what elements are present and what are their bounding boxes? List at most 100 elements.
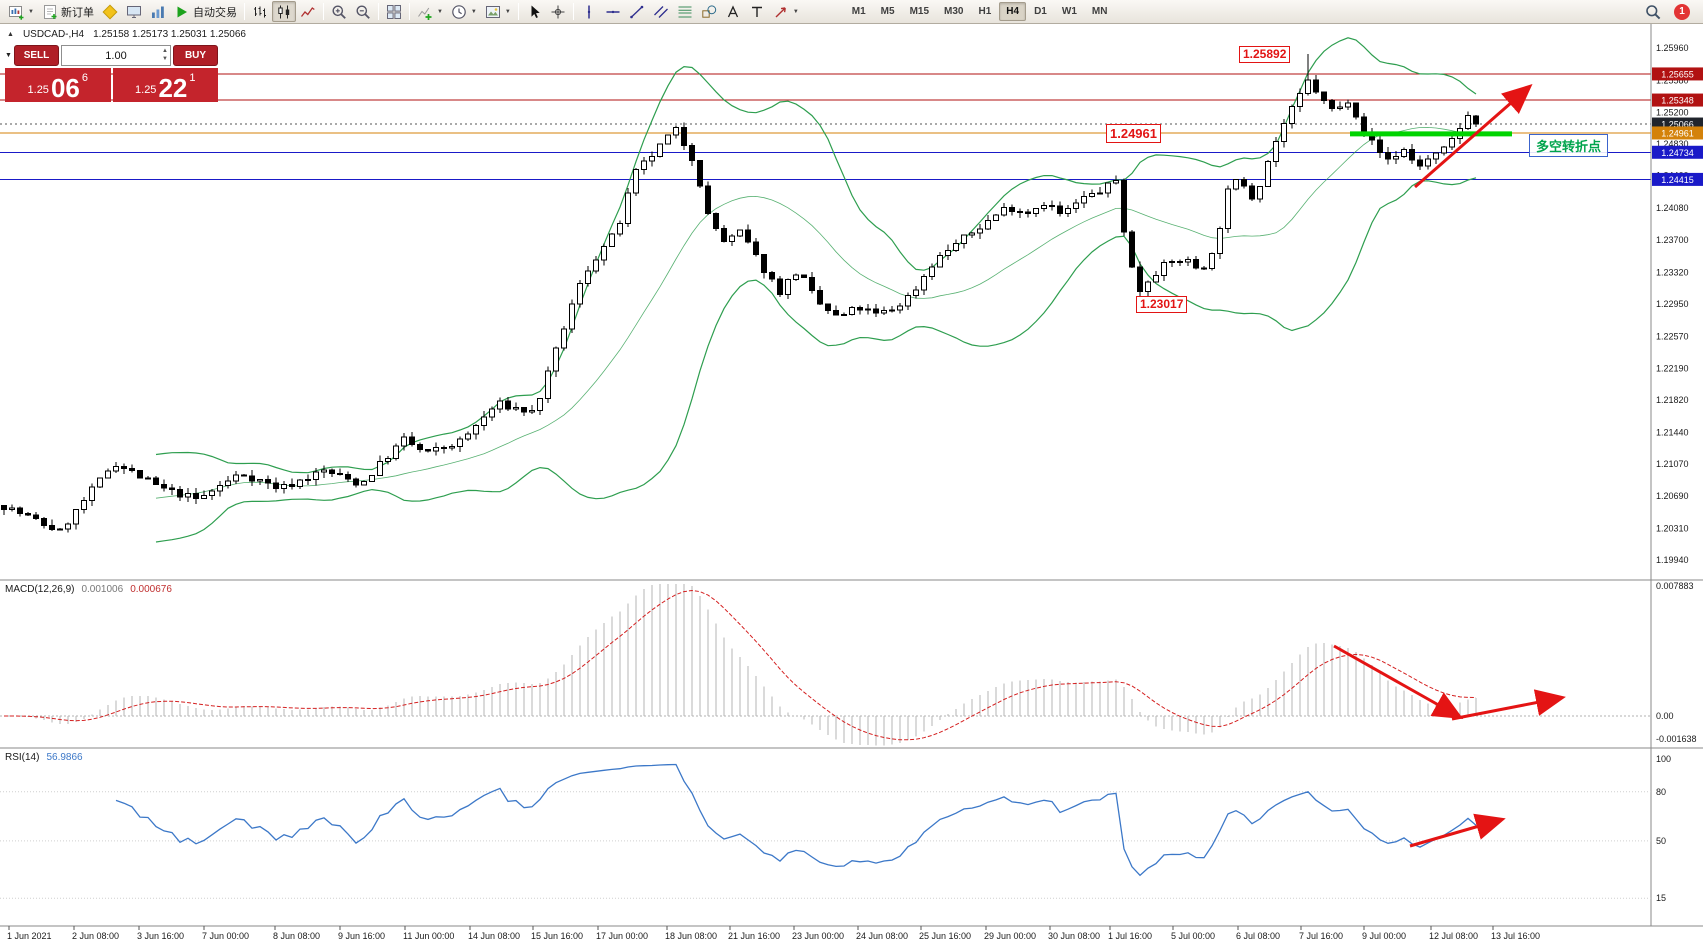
macd-name: MACD(12,26,9) xyxy=(5,584,75,595)
cursor-button[interactable] xyxy=(522,1,546,22)
volume-input[interactable]: 1.00 ▲ ▼ xyxy=(61,45,171,66)
svg-text:9 Jul 00:00: 9 Jul 00:00 xyxy=(1362,931,1406,941)
price-callout-high[interactable]: 1.25892 xyxy=(1239,46,1291,63)
textT-icon xyxy=(749,4,765,20)
candles-icon xyxy=(276,4,292,20)
svg-text:1.23320: 1.23320 xyxy=(1656,268,1689,278)
svg-text:15: 15 xyxy=(1656,893,1666,903)
notification-badge[interactable]: 1 xyxy=(1674,3,1690,20)
auto-trading-label: 自动交易 xyxy=(192,6,237,19)
svg-text:1.23700: 1.23700 xyxy=(1656,235,1689,245)
sell-price-sup: 6 xyxy=(81,72,88,84)
indicators-button[interactable]: ▼ xyxy=(413,1,447,22)
toolbar-separator xyxy=(517,3,519,20)
new-order-button[interactable]: 新订单 xyxy=(38,1,98,22)
collapse-panel-icon[interactable]: ▼ xyxy=(5,52,12,59)
mql5-community-button[interactable] xyxy=(98,1,122,22)
candlestick-chart-button[interactable] xyxy=(271,1,296,22)
sell-price-big: 06 xyxy=(50,72,80,103)
crosshair-button[interactable] xyxy=(546,1,570,22)
svg-text:1.19940: 1.19940 xyxy=(1656,555,1689,565)
toolbar-right: 1 xyxy=(1641,1,1699,22)
annotation-arrows[interactable] xyxy=(1333,84,1566,848)
arrowtool-icon xyxy=(773,4,789,20)
svg-text:1.22950: 1.22950 xyxy=(1656,299,1689,309)
clock-icon xyxy=(451,4,467,20)
rsi-name: RSI(14) xyxy=(5,752,40,763)
svg-text:1.20310: 1.20310 xyxy=(1656,524,1689,534)
timeframe-mn[interactable]: MN xyxy=(1091,6,1108,17)
search-button[interactable] xyxy=(1641,1,1665,22)
sell-button[interactable]: SELL xyxy=(14,45,59,66)
fibonacci-button[interactable] xyxy=(673,1,697,22)
crosshair-icon xyxy=(550,4,566,20)
svg-text:1.22570: 1.22570 xyxy=(1656,331,1689,341)
timeframe-h1[interactable]: H1 xyxy=(978,6,992,17)
periods-button[interactable]: ▼ xyxy=(447,1,481,22)
ohlc-values: 1.25158 1.25173 1.25031 1.25066 xyxy=(93,29,246,40)
text-button[interactable] xyxy=(721,1,745,22)
timeframe-m15[interactable]: M15 xyxy=(909,6,930,17)
chart-canvas[interactable]: 1.259601.255801.252001.248301.244601.240… xyxy=(0,24,1703,944)
zoom-in-button[interactable] xyxy=(327,1,351,22)
svg-text:17 Jun 00:00: 17 Jun 00:00 xyxy=(596,931,648,941)
tile-windows-button[interactable] xyxy=(382,1,406,22)
vertical-line-button[interactable] xyxy=(577,1,601,22)
hline-icon xyxy=(605,4,621,20)
price-callout-low[interactable]: 1.23017 xyxy=(1136,296,1188,313)
svg-text:11 Jun 00:00: 11 Jun 00:00 xyxy=(403,931,454,941)
spinner-up-icon[interactable]: ▲ xyxy=(162,48,168,54)
chevron-down-icon: ▼ xyxy=(470,8,477,15)
horizontal-line-button[interactable] xyxy=(601,1,625,22)
order-icon xyxy=(42,4,58,20)
timeframe-m1[interactable]: M1 xyxy=(851,6,866,17)
price-callout-resistance[interactable]: 1.24961 xyxy=(1106,124,1161,143)
svg-text:13 Jul 16:00: 13 Jul 16:00 xyxy=(1491,931,1540,941)
trend-arrow-macd xyxy=(1333,644,1464,719)
data-window-button[interactable] xyxy=(122,1,146,22)
svg-text:-0.001638: -0.001638 xyxy=(1656,734,1697,744)
svg-text:50: 50 xyxy=(1656,836,1666,846)
svg-text:23 Jun 00:00: 23 Jun 00:00 xyxy=(792,931,844,941)
time-axis[interactable]: 1 Jun 2021 2 Jun 08:00 3 Jun 16:00 7 Jun 00… xyxy=(7,926,1540,941)
svg-text:12 Jul 08:00: 12 Jul 08:00 xyxy=(1429,931,1478,941)
strategy-tester-button[interactable] xyxy=(146,1,170,22)
zoom-out-button[interactable] xyxy=(351,1,375,22)
turning-point-label[interactable]: 多空转折点 xyxy=(1529,134,1609,157)
svg-text:0.007883: 0.007883 xyxy=(1656,581,1694,591)
text-label-button[interactable] xyxy=(745,1,769,22)
shapes-button[interactable] xyxy=(697,1,721,22)
volume-value: 1.00 xyxy=(105,49,127,62)
line-chart-button[interactable] xyxy=(296,1,320,22)
timeframe-m30[interactable]: M30 xyxy=(944,6,964,17)
macd-panel: 0.007883 0.00 -0.001638 xyxy=(0,581,1697,746)
templates-button[interactable]: ▼ xyxy=(481,1,515,22)
chart-new-icon xyxy=(8,4,24,20)
equidistant-channel-button[interactable] xyxy=(649,1,673,22)
macd-histogram xyxy=(11,584,1477,746)
auto-trading-button[interactable]: 自动交易 xyxy=(170,1,241,22)
svg-text:21 Jun 16:00: 21 Jun 16:00 xyxy=(728,931,780,941)
toolbar-buttons: ▼ 新订单 自动交易 ▼ ▼ ▼ ▼ xyxy=(4,0,803,23)
indicators-icon xyxy=(417,4,433,20)
svg-text:1.25066: 1.25066 xyxy=(1661,120,1694,130)
macd-signal-value: 0.000676 xyxy=(130,584,172,595)
buy-button[interactable]: BUY xyxy=(173,45,218,66)
timeframe-m5[interactable]: M5 xyxy=(880,6,895,17)
timeframe-h4[interactable]: H4 xyxy=(999,2,1027,21)
chart-window: 1.259601.255801.252001.248301.244601.240… xyxy=(0,24,1703,944)
arrows-button[interactable]: ▼ xyxy=(769,1,803,22)
symbol-marker-icon: ▲ xyxy=(7,31,14,38)
timeframe-d1[interactable]: D1 xyxy=(1034,6,1047,17)
volume-spinner[interactable]: ▲ ▼ xyxy=(162,47,168,63)
svg-text:30 Jun 08:00: 30 Jun 08:00 xyxy=(1048,931,1100,941)
new-chart-button[interactable]: ▼ xyxy=(4,1,38,22)
timeframe-w1[interactable]: W1 xyxy=(1061,6,1077,17)
bar-chart-button[interactable] xyxy=(248,1,272,22)
svg-text:3 Jun 16:00: 3 Jun 16:00 xyxy=(137,931,184,941)
one-click-trading-panel: ▼ SELL 1.00 ▲ ▼ BUY 1.25 06 6 1.25 22 1 xyxy=(5,45,218,102)
spinner-down-icon[interactable]: ▼ xyxy=(162,56,168,62)
macd-main-value: 0.001006 xyxy=(81,584,124,595)
trendline-button[interactable] xyxy=(625,1,649,22)
terminal-icon xyxy=(126,4,142,20)
